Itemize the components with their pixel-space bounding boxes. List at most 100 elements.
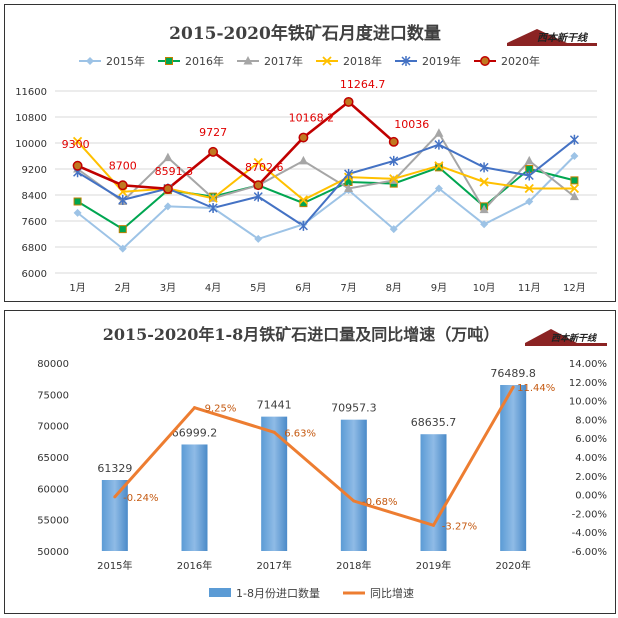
chart1-point xyxy=(480,220,489,229)
chart2-growth-label: 9.25% xyxy=(205,404,237,415)
chart2-y2-tick-label: 0.00% xyxy=(575,491,607,502)
chart1-y-tick-label: 6800 xyxy=(22,243,47,254)
chart1-point xyxy=(524,183,534,194)
logo-mountain-icon-2 xyxy=(525,329,577,343)
chart2-legend-label: 1-8月份进口数量 xyxy=(236,587,320,600)
chart1-point xyxy=(162,183,173,194)
chart1-y-tick-label: 10800 xyxy=(15,113,47,124)
chart1-y-tick-label: 11600 xyxy=(15,87,47,98)
chart1-point xyxy=(298,132,309,143)
chart1-point xyxy=(298,155,308,165)
chart2-growth-point xyxy=(511,385,515,389)
chart1-point xyxy=(118,244,127,253)
chart1-point xyxy=(524,155,534,165)
chart1-point xyxy=(570,152,579,160)
logo-mountain-icon xyxy=(507,29,567,43)
chart1-point xyxy=(253,191,263,202)
chart2-y-tick-label: 60000 xyxy=(37,484,69,495)
chart2-growth-label: 11.44% xyxy=(517,383,555,394)
chart2-y-tick-label: 55000 xyxy=(37,516,69,527)
chart2-y-tick-label: 75000 xyxy=(37,390,69,401)
chart1-x-tick-label: 12月 xyxy=(563,282,586,294)
chart1-y-tick-label: 7600 xyxy=(22,217,47,228)
chart1-legend: 2015年 2016年 2017年 2018年 2019年 2020年 xyxy=(79,54,540,68)
chart1-y-tick-label: 6000 xyxy=(22,269,47,280)
chart1-point xyxy=(389,155,399,166)
chart2-legend: 1-8月份进口数量 同比增速 xyxy=(209,586,414,600)
chart1-legend-label: 2017年 xyxy=(264,54,303,68)
chart2-growth-point xyxy=(193,406,196,410)
chart2-x-tick-label: 2020年 xyxy=(495,559,530,572)
chart1-point xyxy=(479,204,489,214)
chart2-y-tick-label: 50000 xyxy=(37,547,69,558)
chart1-point xyxy=(73,197,82,206)
chart1-data-label: 8700 xyxy=(109,159,137,172)
chart1-point xyxy=(434,184,443,193)
chart2-y2-tick-label: -6.00% xyxy=(572,547,607,558)
chart1-point xyxy=(163,152,173,162)
chart2-bar xyxy=(261,416,288,551)
chart1-point xyxy=(118,225,127,234)
chart1-y-axis: 6000 6800 7600 8400 9200 10000 10800 11600 xyxy=(15,87,47,280)
chart1-point xyxy=(569,191,579,201)
chart1-point xyxy=(253,180,264,191)
chart1-point xyxy=(388,136,399,147)
chart2-y2-tick-label: 4.00% xyxy=(575,453,607,464)
chart1-legend-label: 2020年 xyxy=(501,54,540,68)
chart1-legend-marker xyxy=(480,56,490,66)
chart2-y-tick-label: 80000 xyxy=(37,359,69,370)
chart1-legend-marker xyxy=(401,56,411,66)
chart1-legend-marker xyxy=(86,57,94,65)
chart1-point xyxy=(72,160,83,171)
chart1-point xyxy=(343,96,354,107)
chart1-point xyxy=(434,139,444,150)
chart2-bar-label: 70957.3 xyxy=(331,402,377,415)
chart1-point xyxy=(208,203,218,213)
chart2-growth-point xyxy=(113,495,117,499)
chart1-x-tick-label: 8月 xyxy=(386,282,402,294)
chart1-x-tick-label: 10月 xyxy=(473,282,496,294)
chart1-point xyxy=(253,157,263,168)
chart2-bars xyxy=(101,384,527,551)
chart2-growth-point xyxy=(272,430,276,434)
chart2-y2-tick-label: 14.00% xyxy=(569,359,607,370)
chart2-growth-label: 6.63% xyxy=(284,428,316,439)
chart2-growth-point xyxy=(352,499,356,503)
chart1-point xyxy=(72,136,83,147)
chart1-point xyxy=(569,134,579,145)
chart1-legend-label: 2019年 xyxy=(422,54,461,68)
chart2-growth-line xyxy=(113,385,515,527)
chart2-growth-point xyxy=(432,523,435,527)
chart2-y-axis-right: -6.00% -4.00% -2.00% 0.00% 2.00% 4.00% 6.00% 8.… xyxy=(569,359,607,558)
chart2-bar-label: 66999.2 xyxy=(172,426,218,439)
chart1-data-label: 11264.7 xyxy=(340,78,386,91)
chart2-y-tick-label: 65000 xyxy=(37,453,69,464)
chart1-point xyxy=(479,177,489,187)
chart1-x-axis: 1月 2月 3月 4月 5月 6月 7月 8月 9月 10月 11月 12月 xyxy=(69,282,585,294)
chart1-point xyxy=(524,170,534,181)
chart1-x-tick-label: 7月 xyxy=(340,282,356,294)
chart1-x-tick-label: 11月 xyxy=(518,282,541,294)
chart1-x-tick-label: 2月 xyxy=(115,282,131,294)
chart1-point xyxy=(208,193,218,203)
chart2-legend-bar-swatch xyxy=(209,588,231,597)
chart1-point xyxy=(163,202,172,211)
logo-2: 西本新干线 xyxy=(525,329,607,346)
chart1-point xyxy=(570,176,579,185)
chart2-y2-tick-label: 12.00% xyxy=(569,378,607,389)
chart2-bar-label: 61329 xyxy=(97,462,132,475)
monthly-import-chart-panel: 2015-2020年铁矿石月度进口数量 西本新干线 2015年 2016年 2017… xyxy=(4,4,616,302)
chart1-data-label: 8591.3 xyxy=(155,165,194,178)
chart2-x-tick-label: 2017年 xyxy=(256,559,291,572)
chart1-point xyxy=(525,197,534,206)
ytd-import-chart-panel: 2015-2020年1-8月铁矿石进口量及同比增速（万吨） 西本新干线 5000… xyxy=(4,310,616,614)
chart2-y2-tick-label: 8.00% xyxy=(575,415,607,426)
chart2-bar-labels: 61329 66999.2 71441 70957.3 68635.7 76489.8 xyxy=(97,367,536,475)
chart2-bar xyxy=(101,480,128,551)
logo-text: 西本新干线 xyxy=(537,32,589,44)
chart1-point xyxy=(434,128,444,137)
chart2-y2-tick-label: -2.00% xyxy=(572,509,607,520)
chart2-x-tick-label: 2015年 xyxy=(97,559,132,572)
chart2-growth-label: -0.24% xyxy=(123,493,158,504)
chart1-title: 2015-2020年铁矿石月度进口数量 xyxy=(169,23,441,44)
